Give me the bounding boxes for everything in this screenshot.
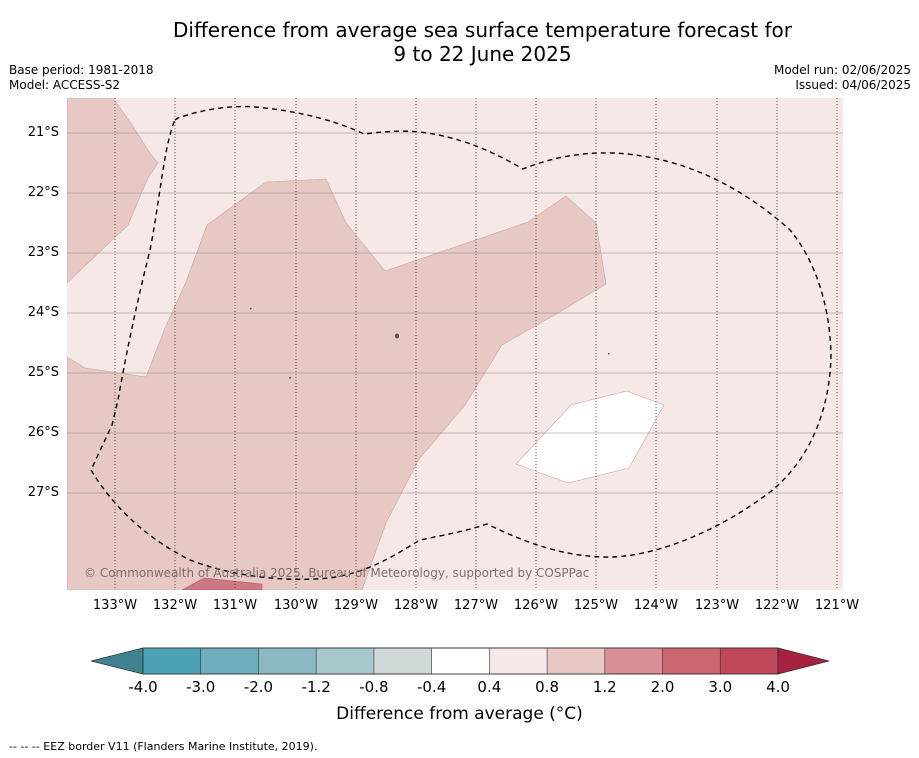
colorbar-label-text: Difference from average (°C)	[336, 704, 583, 724]
longitude-label: 131°W	[212, 598, 258, 613]
longitude-label: 125°W	[573, 598, 619, 613]
title-line-2: 9 to 22 June 2025	[393, 42, 572, 66]
islands	[250, 308, 610, 379]
longitude-label: 130°W	[273, 598, 319, 613]
colorbar-segment	[431, 647, 491, 675]
neutral-region	[515, 390, 665, 484]
latitude-label: 21°S	[27, 125, 59, 140]
colorbar-segment	[258, 647, 317, 675]
issued-text: Issued: 04/06/2025	[795, 78, 911, 92]
lat-gridlines	[67, 132, 843, 494]
colorbar-tick-label: 2.0	[650, 678, 675, 696]
colorbar-tick-label: 1.2	[592, 678, 617, 696]
longitude-label: 124°W	[633, 598, 679, 613]
model-run-text: Model run: 02/06/2025	[773, 63, 911, 77]
colorbar-tick-label: 4.0	[766, 678, 790, 696]
longitude-label: 127°W	[453, 598, 499, 613]
copyright-text: © Commonwealth of Australia 2025, Bureau…	[84, 566, 590, 580]
colorbar-tick-label: -3.0	[186, 678, 216, 696]
model-text: Model: ACCESS-S2	[9, 78, 121, 92]
latitude-label: 27°S	[27, 485, 59, 500]
colorbar-tick-label: 0.4	[477, 678, 502, 696]
longitude-label: 128°W	[393, 598, 439, 613]
colorbar-tick-label: 3.0	[708, 678, 733, 696]
colorbar-segment	[546, 647, 606, 675]
longitude-label: 129°W	[333, 598, 379, 613]
longitude-label: 133°W	[92, 598, 138, 613]
colorbar-tick-label: -1.2	[301, 678, 331, 696]
latitude-label: 25°S	[27, 365, 59, 380]
chart-title: Difference from average sea surface temp…	[60, 18, 905, 66]
colorbar-tick-label: -0.4	[416, 678, 447, 696]
eez-border	[90, 105, 832, 580]
colorbar-segment	[373, 647, 433, 675]
base-period-text: Base period: 1981-2018	[9, 63, 154, 77]
footer-note: -- -- -- EEZ border V11 (Flanders Marine…	[9, 740, 318, 753]
colorbar	[90, 647, 830, 675]
lon-gridlines	[114, 98, 838, 590]
latitude-label: 23°S	[27, 245, 59, 260]
colorbar-tick-label: -2.0	[243, 678, 274, 696]
colorbar-segment	[719, 647, 779, 675]
anomaly-region-top-left	[67, 98, 159, 284]
colorbar-tick-label: -4.0	[128, 678, 158, 696]
colorbar-tick-label: -0.8	[359, 678, 389, 696]
latitude-label: 24°S	[27, 305, 59, 320]
colorbar-segment	[604, 647, 664, 675]
colorbar-label: Difference from average (°C)	[0, 704, 919, 724]
colorbar-tick-label: 0.8	[535, 678, 559, 696]
title-line-1: Difference from average sea surface temp…	[172, 18, 792, 42]
longitude-label: 132°W	[152, 598, 198, 613]
colorbar-segment	[662, 647, 722, 675]
colorbar-segment	[489, 647, 548, 675]
meta-right: Model run: 02/06/2025 Issued: 04/06/2025	[774, 63, 911, 93]
longitude-label: 122°W	[754, 598, 800, 613]
map-area	[67, 98, 843, 590]
colorbar-segment	[200, 647, 260, 675]
anomaly-region-warm	[181, 577, 263, 590]
meta-left: Base period: 1981-2018 Model: ACCESS-S2	[9, 63, 154, 93]
latitude-label: 22°S	[27, 185, 59, 200]
colorbar-under-arrow	[90, 647, 144, 675]
longitude-label: 123°W	[694, 598, 740, 613]
colorbar-segments	[142, 647, 779, 675]
colorbar-segment	[142, 647, 202, 675]
latitude-label: 26°S	[27, 425, 59, 440]
colorbar-segment	[315, 647, 375, 675]
anomaly-region-main	[67, 178, 607, 590]
longitude-label: 126°W	[513, 598, 559, 613]
longitude-label: 121°W	[814, 598, 860, 613]
colorbar-over-arrow	[777, 647, 830, 675]
